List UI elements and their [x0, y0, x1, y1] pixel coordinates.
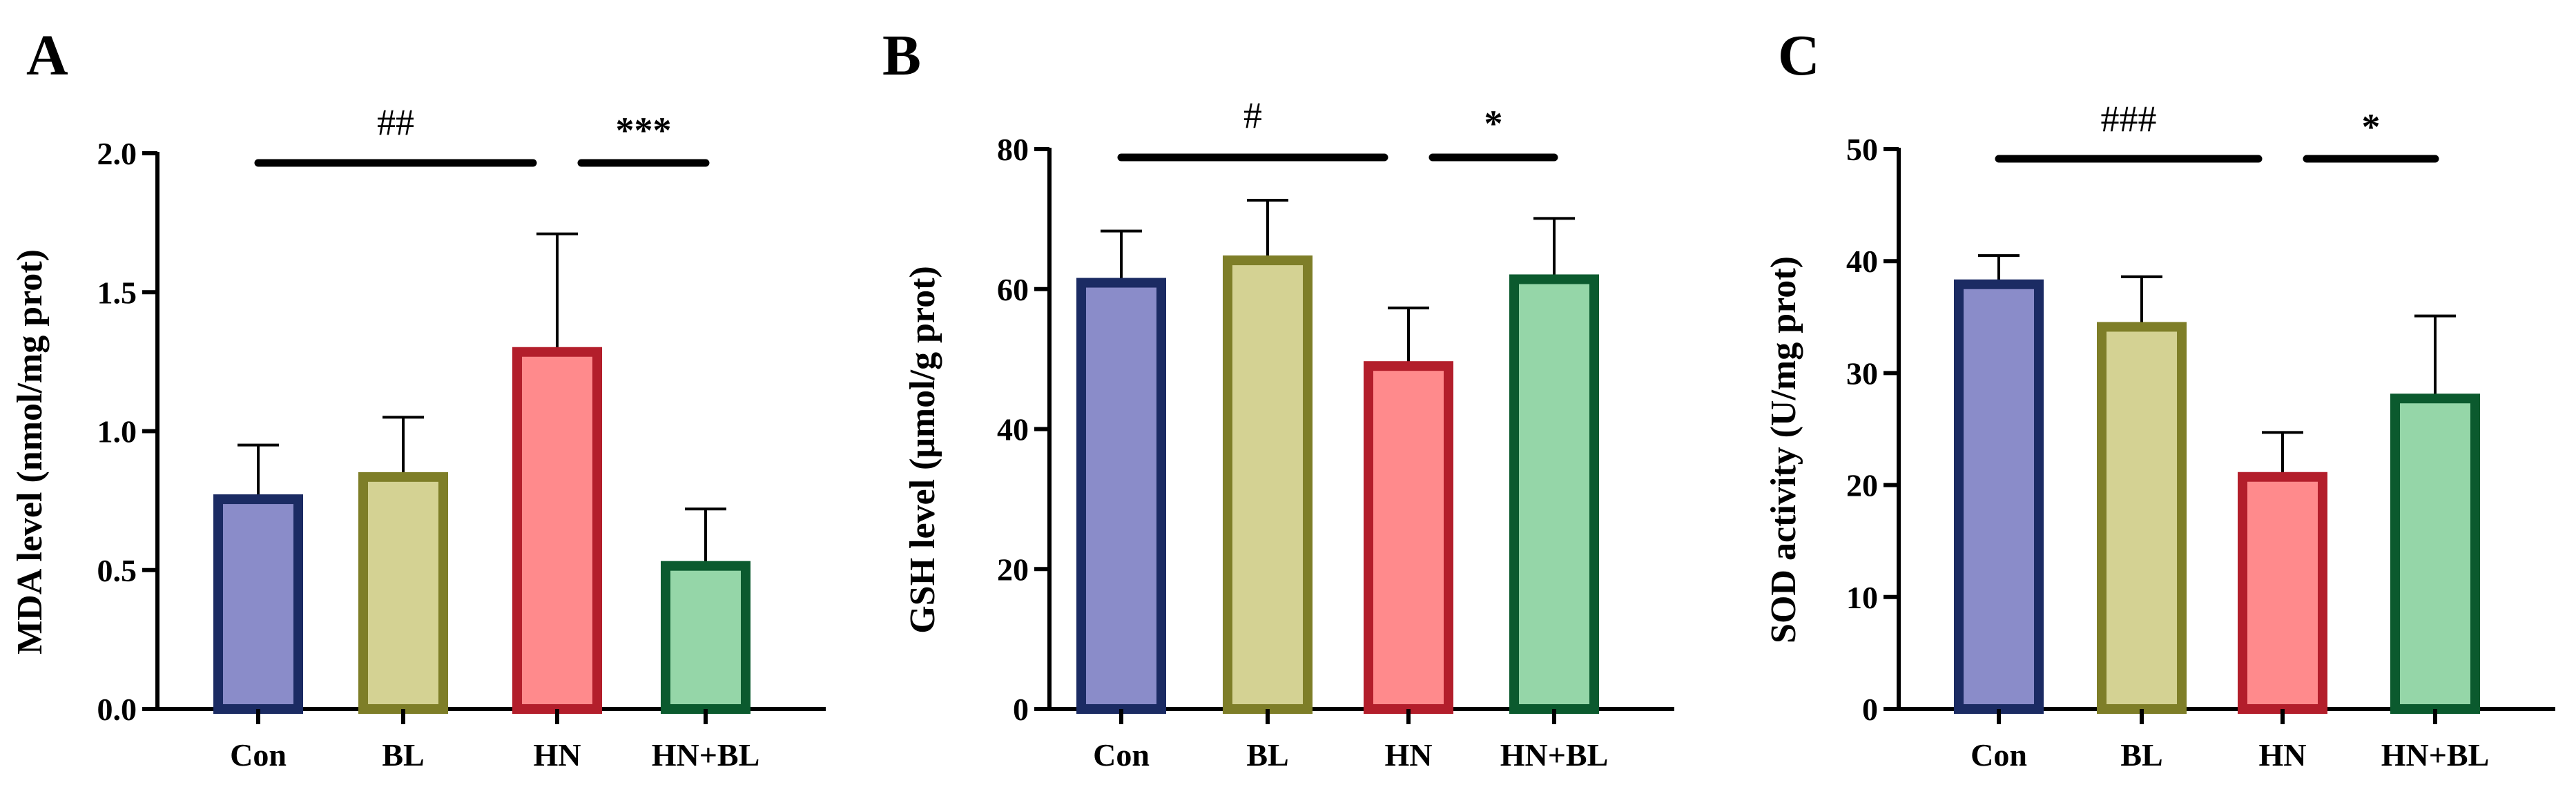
- y-tick-label: 0.0: [97, 692, 137, 727]
- y-tick-label: 80: [997, 132, 1029, 167]
- x-tick-label-bl: BL: [382, 737, 424, 773]
- y-tick-label: 20: [997, 552, 1029, 587]
- x-tick-label-hn+bl: HN+BL: [652, 737, 760, 773]
- panel-letter-a: A: [26, 23, 68, 88]
- x-tick-label-con: Con: [1093, 737, 1150, 773]
- x-tick-label-bl: BL: [1246, 737, 1288, 773]
- y-tick-label: 40: [997, 412, 1029, 447]
- y-tick-label: 0.5: [97, 553, 137, 588]
- y-tick-label: 1.0: [97, 414, 137, 449]
- significance-label: ###: [2101, 98, 2157, 139]
- y-tick-label: 2.0: [97, 136, 137, 171]
- bar-hn: [2238, 472, 2327, 714]
- x-tick-label-hn: HN: [534, 737, 581, 773]
- y-tick-label: 30: [1846, 356, 1878, 391]
- bar-con: [213, 494, 303, 714]
- panel-letter-c: C: [1778, 23, 1820, 88]
- significance-label: #: [1243, 95, 1262, 136]
- y-tick-label: 40: [1846, 244, 1878, 279]
- bar-bl: [1223, 255, 1313, 714]
- panel-letter-b: B: [882, 23, 921, 88]
- y-tick-label: 60: [997, 272, 1029, 307]
- bar-hn+bl: [661, 561, 750, 714]
- bar-bl: [358, 472, 448, 714]
- bar-hn: [512, 347, 602, 714]
- x-tick-label-hn: HN: [2259, 737, 2307, 773]
- y-tick-label: 1.5: [97, 275, 137, 310]
- significance-label: ##: [377, 101, 414, 143]
- bar-hn+bl: [1509, 274, 1599, 715]
- bar-hn: [1364, 361, 1453, 714]
- y-tick-label: 20: [1846, 468, 1878, 503]
- y-axis-label: SOD activity (U/mg prot): [1764, 256, 1803, 643]
- bar-con: [1954, 279, 2044, 714]
- x-tick-label-bl: BL: [2120, 737, 2162, 773]
- x-tick-label-hn+bl: HN+BL: [2381, 737, 2490, 773]
- x-tick-label-hn: HN: [1385, 737, 1433, 773]
- significance-label: ***: [616, 110, 672, 151]
- bar-bl: [2097, 322, 2187, 715]
- bar-con: [1076, 278, 1166, 714]
- x-tick-label-con: Con: [230, 737, 287, 773]
- x-tick-label-con: Con: [1970, 737, 2027, 773]
- y-axis-label: MDA level (nmol/mg prot): [10, 249, 50, 654]
- bar-hn+bl: [2390, 394, 2480, 715]
- y-tick-label: 0: [1013, 692, 1029, 727]
- y-tick-label: 10: [1846, 580, 1878, 615]
- y-axis-label: GSH level (μmol/g prot): [903, 266, 942, 634]
- significance-label: *: [2362, 106, 2381, 148]
- y-tick-label: 0: [1862, 692, 1878, 727]
- y-tick-label: 50: [1846, 132, 1878, 167]
- x-tick-label-hn+bl: HN+BL: [1500, 737, 1609, 773]
- significance-label: *: [1484, 103, 1503, 144]
